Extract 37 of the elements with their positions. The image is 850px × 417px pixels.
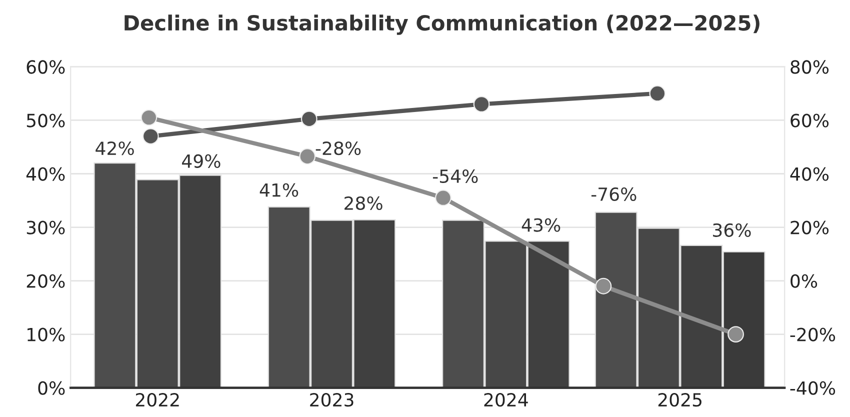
point bbox=[140, 109, 158, 126]
annotation: 36% bbox=[713, 223, 751, 237]
y-tick-label: 30% bbox=[26, 220, 65, 234]
y-tick-label: 60% bbox=[26, 60, 65, 74]
y2-tick-label: 40% bbox=[790, 167, 829, 181]
point bbox=[728, 326, 744, 342]
x-tick-label: 2023 bbox=[310, 392, 354, 407]
y-tick-label: 50% bbox=[26, 114, 65, 128]
x-tick-label: 2022 bbox=[136, 392, 179, 407]
point bbox=[435, 190, 452, 206]
y2-tick-label: -40% bbox=[790, 381, 836, 395]
y-tick-label: 10% bbox=[28, 328, 65, 342]
annotation: 28% bbox=[344, 196, 382, 210]
y-tick-label: 0% bbox=[38, 381, 65, 395]
annotation: -54% bbox=[432, 169, 478, 184]
annotation: 42% bbox=[96, 141, 134, 156]
annotation: 41% bbox=[260, 183, 298, 197]
chart-title: Decline in Sustainability Communication (2022—2025) bbox=[124, 14, 760, 35]
point bbox=[142, 128, 159, 144]
y2-tick-label: 60% bbox=[790, 114, 829, 128]
y2-tick-label: 20% bbox=[790, 220, 829, 234]
annotation: 49% bbox=[182, 154, 220, 168]
point bbox=[300, 110, 318, 128]
annotation: -76% bbox=[591, 187, 636, 202]
y-tick-label: 40% bbox=[26, 167, 65, 181]
point bbox=[649, 85, 666, 102]
annotation: -28% bbox=[316, 141, 361, 156]
point bbox=[595, 278, 612, 294]
y-tick-label: 20% bbox=[26, 274, 65, 288]
x-tick-label: 2024 bbox=[484, 392, 528, 407]
x-tick-label: 2025 bbox=[658, 392, 702, 407]
y2-tick-label: 80% bbox=[790, 60, 829, 74]
annotation: 43% bbox=[522, 218, 560, 232]
point bbox=[299, 148, 316, 165]
y2-tick-label: 0% bbox=[790, 274, 818, 288]
point bbox=[473, 96, 490, 112]
y2-tick-label: -20% bbox=[790, 328, 836, 342]
